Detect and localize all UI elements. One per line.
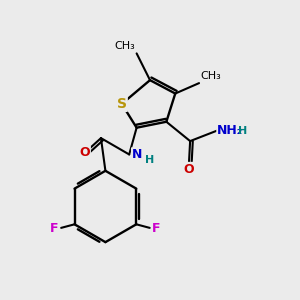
Text: NH₂: NH₂: [217, 124, 243, 137]
Text: O: O: [183, 163, 194, 176]
Text: H: H: [145, 155, 154, 165]
Text: CH₃: CH₃: [114, 41, 135, 51]
Text: O: O: [79, 146, 90, 160]
Text: S: S: [117, 97, 127, 111]
Text: CH₃: CH₃: [200, 71, 221, 81]
Text: H: H: [238, 126, 248, 136]
Text: F: F: [152, 222, 161, 235]
Text: F: F: [50, 222, 58, 235]
Text: N: N: [132, 148, 142, 161]
